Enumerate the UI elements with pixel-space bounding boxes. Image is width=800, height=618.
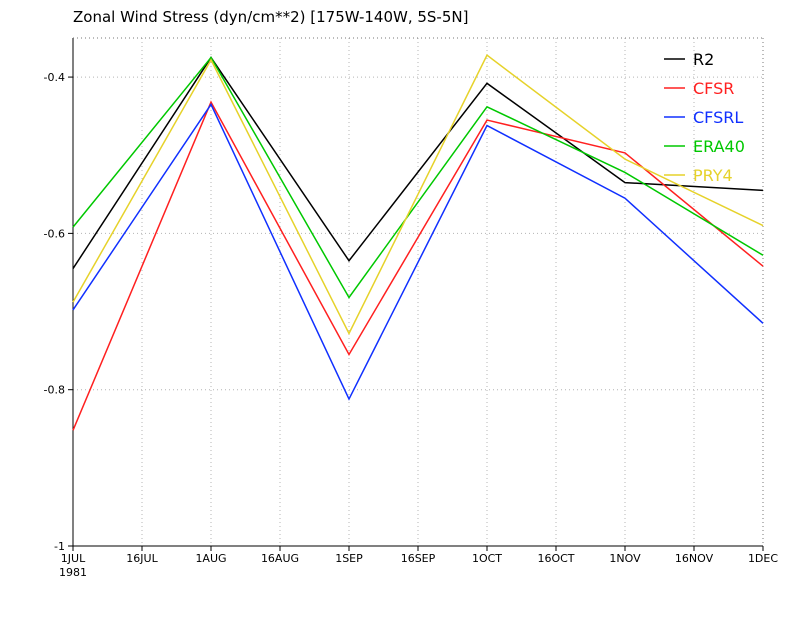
- y-tick-label: -0.4: [44, 71, 65, 84]
- x-tick-label: 1NOV: [609, 552, 641, 565]
- x-tick-year-label: 1981: [59, 566, 87, 579]
- series-line-r2: [72, 56, 764, 269]
- x-tick-label: 1OCT: [472, 552, 502, 565]
- grid: [73, 38, 763, 546]
- series-line-cfsrl: [72, 102, 764, 401]
- x-tick-label: 1SEP: [335, 552, 363, 565]
- legend: R2 CFSR CFSRL ERA40 PRY4: [664, 50, 745, 185]
- chart-title: Zonal Wind Stress (dyn/cm**2) [175W-140W…: [73, 8, 468, 26]
- legend-label-pry4: PRY4: [693, 166, 733, 185]
- legend-label-r2: R2: [693, 50, 714, 69]
- legend-label-era40: ERA40: [693, 137, 745, 156]
- axes: 1JUL 16JUL 1AUG 16AUG 1SEP 16SEP 1OCT 16OCT 1NOV…: [44, 37, 778, 579]
- x-tick-label: 16JUL: [126, 552, 158, 565]
- x-tick-label: 16NOV: [675, 552, 714, 565]
- x-tick-label: 1DEC: [748, 552, 778, 565]
- legend-label-cfsr: CFSR: [693, 79, 734, 98]
- x-tick-label: 16AUG: [261, 552, 299, 565]
- series-line-era40: [72, 56, 764, 299]
- x-tick-label: 16SEP: [401, 552, 436, 565]
- x-tick-label: 1AUG: [195, 552, 226, 565]
- legend-label-cfsrl: CFSRL: [693, 108, 743, 127]
- y-tick-label: -0.8: [44, 384, 65, 397]
- x-tick-label: 1JUL: [61, 552, 86, 565]
- series-layer: [72, 54, 764, 431]
- series-line-pry4: [72, 54, 764, 336]
- series-line-cfsr: [72, 100, 764, 431]
- y-tick-label: -0.6: [44, 227, 65, 240]
- x-tick-label: 16OCT: [537, 552, 574, 565]
- y-tick-label: -1: [54, 540, 65, 553]
